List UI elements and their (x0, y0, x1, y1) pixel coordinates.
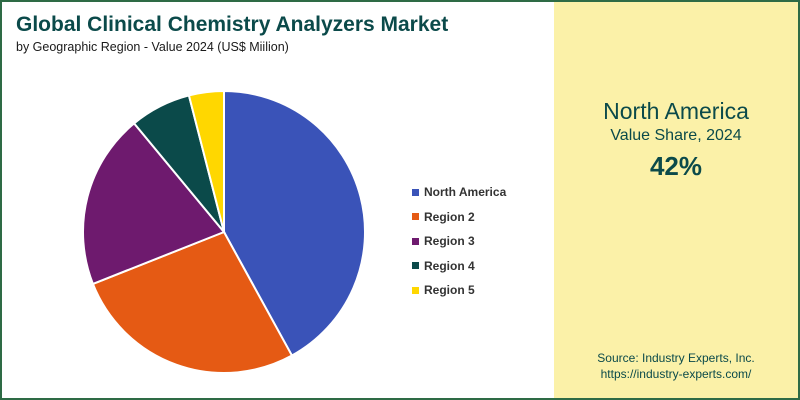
highlight-value: 42% (649, 151, 703, 181)
legend-item-2: Region 2 (412, 205, 506, 230)
legend-item-5: Region 5 (412, 278, 506, 303)
legend-swatch (412, 188, 419, 196)
pie-slice-2 (91, 230, 294, 374)
source-note: Source: Industry Experts, Inc. https://i… (554, 350, 798, 382)
legend-swatch (412, 237, 419, 245)
legend-label: North America (424, 185, 507, 200)
legend-label: Region 2 (424, 209, 475, 224)
pie-slice-1 (223, 89, 366, 357)
legend-label: Region 4 (424, 258, 475, 273)
legend-item-4: Region 4 (412, 254, 506, 279)
pie-slice-5 (187, 89, 225, 233)
legend-label: Region 3 (424, 234, 475, 249)
pie-chart (82, 89, 366, 374)
source-line: Source: Industry Experts, Inc. (597, 351, 755, 365)
chart-title: Global Clinical Chemistry Analyzers Mark… (16, 13, 449, 36)
highlight-block: North America Value Share, 2024 42% (554, 96, 798, 186)
legend-label: Region 5 (424, 283, 475, 298)
legend-swatch (412, 262, 419, 270)
highlight-region: North America (603, 98, 749, 124)
chart-subtitle: by Geographic Region - Value 2024 (US$ M… (16, 40, 289, 54)
chart-panel: Global Clinical Chemistry Analyzers Mark… (2, 2, 554, 398)
source-url: https://industry-experts.com/ (600, 367, 752, 381)
highlight-caption: Value Share, 2024 (610, 127, 742, 144)
legend-item-3: Region 3 (412, 229, 506, 254)
legend-swatch (412, 213, 419, 221)
pie-slice-3 (82, 121, 226, 286)
highlight-panel: North America Value Share, 2024 42% Sour… (554, 2, 798, 398)
chart-legend: North America Region 2 Region 3 Region 4 Reg… (412, 180, 506, 303)
legend-swatch (412, 286, 419, 294)
legend-item-1: North America (412, 180, 506, 205)
